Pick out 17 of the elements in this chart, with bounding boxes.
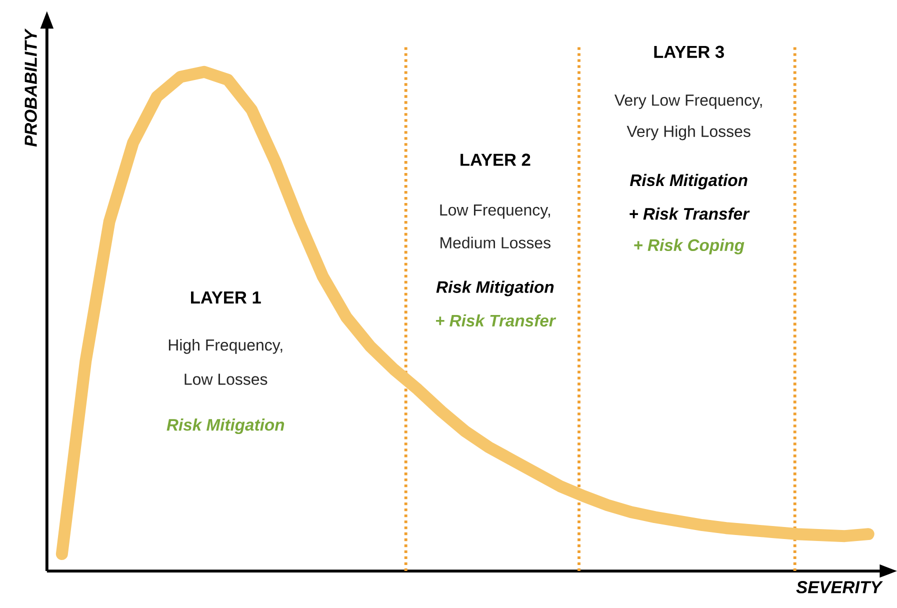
annotation: + Risk Transfer <box>630 208 750 220</box>
annotation: + Risk Transfer <box>436 314 556 327</box>
annotation: Very Low Frequency, <box>614 94 762 109</box>
annotation: Risk Mitigation <box>436 280 554 296</box>
annotation: LAYER 1 <box>191 292 261 304</box>
annotation: Very High Losses <box>626 125 750 140</box>
annotation: Low Losses <box>184 374 268 385</box>
annotation: High Frequency, <box>168 338 282 354</box>
annotation: + Risk Coping <box>634 238 744 254</box>
annotation: Medium Losses <box>440 236 550 248</box>
annotation: Low Frequency, <box>440 204 550 219</box>
x-axis-title: SEVERITY <box>796 581 883 594</box>
annotation: Risk Mitigation <box>166 418 284 434</box>
annotation: LAYER 2 <box>460 154 530 166</box>
text: LAYER 3 <box>654 46 724 58</box>
y-axis-title: PROBABILITY <box>24 28 37 147</box>
annotation: Risk Mitigation <box>630 174 748 190</box>
